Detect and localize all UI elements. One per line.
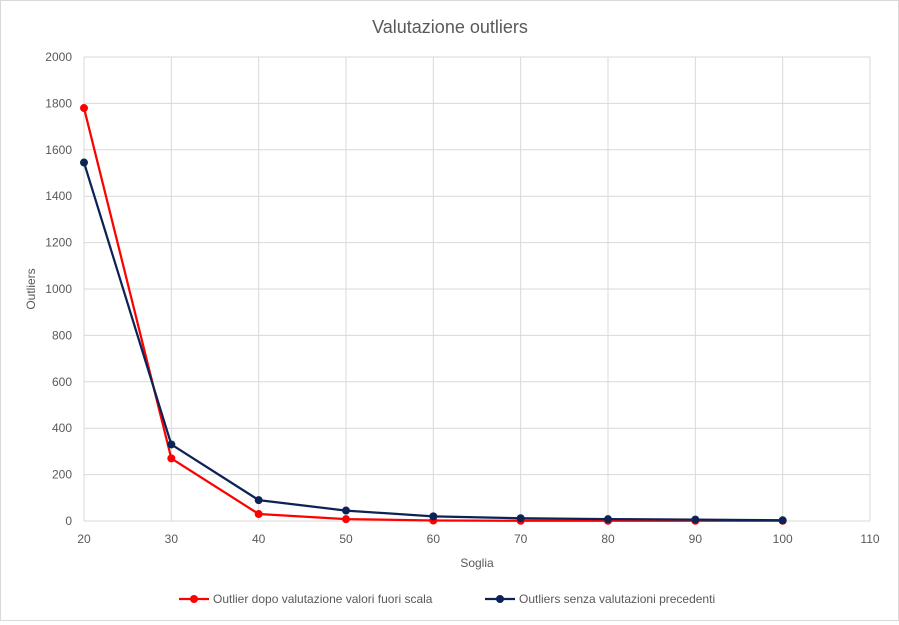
x-tick-label: 30 <box>165 532 179 546</box>
data-point <box>254 496 263 505</box>
x-tick-label: 110 <box>860 532 879 546</box>
x-tick-label: 50 <box>339 532 353 546</box>
x-tick-label: 70 <box>514 532 528 546</box>
y-tick-label: 1600 <box>45 143 72 157</box>
data-point <box>778 516 787 525</box>
y-axis-label: Outliers <box>24 268 38 309</box>
data-point <box>167 454 176 463</box>
y-tick-label: 600 <box>52 375 72 389</box>
x-tick-label: 80 <box>601 532 615 546</box>
data-point <box>429 512 438 521</box>
x-tick-label: 60 <box>427 532 441 546</box>
x-tick-labels: 20 30 40 50 60 70 80 90 100 110 <box>77 532 880 546</box>
legend-label: Outliers senza valutazioni precedenti <box>519 592 715 606</box>
data-point <box>254 510 263 519</box>
data-point <box>167 440 176 449</box>
data-point <box>516 514 525 523</box>
legend-swatch-marker <box>496 595 504 603</box>
data-point <box>342 506 350 515</box>
data-point <box>604 515 612 524</box>
x-tick-label: 100 <box>773 532 793 546</box>
x-tick-label: 40 <box>252 532 266 546</box>
legend-label: Outlier dopo valutazione valori fuori sc… <box>213 592 433 606</box>
data-point <box>691 515 700 524</box>
x-axis-label: Soglia <box>460 556 494 570</box>
legend-swatch-marker <box>190 595 198 603</box>
x-tick-label: 20 <box>77 532 91 546</box>
y-tick-label: 200 <box>52 468 72 482</box>
y-tick-label: 400 <box>52 421 72 435</box>
x-tick-label: 90 <box>689 532 703 546</box>
data-point <box>342 515 350 524</box>
y-tick-label: 1400 <box>45 189 72 203</box>
data-point <box>80 104 88 113</box>
y-tick-label: 800 <box>52 328 72 342</box>
legend-item: Outliers senza valutazioni precedenti <box>485 592 715 606</box>
legend-item: Outlier dopo valutazione valori fuori sc… <box>179 592 433 606</box>
y-tick-label: 1800 <box>45 96 72 110</box>
y-tick-label: 2000 <box>45 50 72 64</box>
series-2 <box>80 158 787 525</box>
legend: Outlier dopo valutazione valori fuori sc… <box>179 592 715 606</box>
y-tick-label: 1000 <box>45 282 72 296</box>
y-tick-label: 0 <box>65 514 72 528</box>
data-point <box>80 158 88 167</box>
chart-title: Valutazione outliers <box>372 17 528 37</box>
y-tick-label: 1200 <box>45 236 72 250</box>
grid <box>83 56 871 522</box>
y-tick-labels: 0 200 400 600 800 1000 1200 1400 1600 1800 2000 <box>45 50 72 528</box>
series-layer <box>80 104 787 525</box>
